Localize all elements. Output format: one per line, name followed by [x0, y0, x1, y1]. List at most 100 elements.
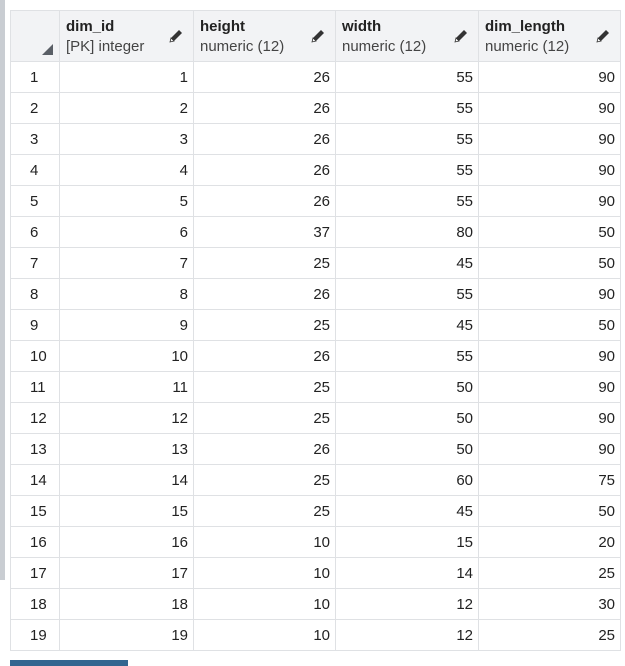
cell-height[interactable]: 26: [193, 185, 336, 217]
left-panel-scrollbar[interactable]: [0, 0, 5, 580]
cell-dim-length[interactable]: 90: [478, 92, 621, 124]
cell-width[interactable]: 50: [335, 402, 479, 434]
cell-dim-id[interactable]: 4: [59, 154, 194, 186]
row-number[interactable]: 17: [10, 557, 60, 589]
cell-dim-length[interactable]: 50: [478, 216, 621, 248]
table-row[interactable]: 18 18 10 12 30: [10, 588, 621, 620]
table-row[interactable]: 11 11 25 50 90: [10, 371, 621, 403]
table-row[interactable]: 12 12 25 50 90: [10, 402, 621, 434]
column-header-dim-id[interactable]: dim_id [PK] integer: [59, 10, 194, 62]
cell-dim-length[interactable]: 75: [478, 464, 621, 496]
cell-dim-length[interactable]: 50: [478, 247, 621, 279]
row-number[interactable]: 7: [10, 247, 60, 279]
cell-height[interactable]: 25: [193, 247, 336, 279]
cell-width[interactable]: 45: [335, 495, 479, 527]
table-row[interactable]: 5 5 26 55 90: [10, 185, 621, 217]
row-number[interactable]: 10: [10, 340, 60, 372]
cell-dim-id[interactable]: 6: [59, 216, 194, 248]
row-number[interactable]: 5: [10, 185, 60, 217]
table-row[interactable]: 6 6 37 80 50: [10, 216, 621, 248]
cell-width[interactable]: 55: [335, 185, 479, 217]
cell-width[interactable]: 55: [335, 123, 479, 155]
cell-width[interactable]: 55: [335, 61, 479, 93]
pencil-icon[interactable]: [595, 28, 611, 44]
cell-width[interactable]: 45: [335, 247, 479, 279]
row-number[interactable]: 16: [10, 526, 60, 558]
cell-dim-id[interactable]: 18: [59, 588, 194, 620]
table-row[interactable]: 8 8 26 55 90: [10, 278, 621, 310]
horizontal-scrollbar-thumb[interactable]: [10, 660, 128, 666]
cell-width[interactable]: 60: [335, 464, 479, 496]
cell-height[interactable]: 25: [193, 309, 336, 341]
cell-height[interactable]: 25: [193, 371, 336, 403]
cell-height[interactable]: 26: [193, 92, 336, 124]
cell-dim-length[interactable]: 90: [478, 154, 621, 186]
cell-width[interactable]: 45: [335, 309, 479, 341]
column-header-width[interactable]: width numeric (12): [335, 10, 479, 62]
cell-height[interactable]: 26: [193, 433, 336, 465]
row-number[interactable]: 8: [10, 278, 60, 310]
row-number[interactable]: 14: [10, 464, 60, 496]
cell-dim-length[interactable]: 90: [478, 185, 621, 217]
row-number[interactable]: 6: [10, 216, 60, 248]
cell-dim-id[interactable]: 5: [59, 185, 194, 217]
table-row[interactable]: 9 9 25 45 50: [10, 309, 621, 341]
cell-dim-length[interactable]: 50: [478, 495, 621, 527]
cell-width[interactable]: 50: [335, 433, 479, 465]
cell-dim-length[interactable]: 25: [478, 557, 621, 589]
pencil-icon[interactable]: [453, 28, 469, 44]
cell-height[interactable]: 26: [193, 278, 336, 310]
cell-width[interactable]: 55: [335, 154, 479, 186]
cell-dim-length[interactable]: 90: [478, 433, 621, 465]
cell-dim-length[interactable]: 90: [478, 278, 621, 310]
row-number[interactable]: 12: [10, 402, 60, 434]
cell-dim-id[interactable]: 7: [59, 247, 194, 279]
table-row[interactable]: 7 7 25 45 50: [10, 247, 621, 279]
cell-height[interactable]: 10: [193, 526, 336, 558]
column-header-dim-length[interactable]: dim_length numeric (12): [478, 10, 621, 62]
cell-width[interactable]: 80: [335, 216, 479, 248]
row-number[interactable]: 3: [10, 123, 60, 155]
cell-height[interactable]: 26: [193, 123, 336, 155]
cell-dim-id[interactable]: 11: [59, 371, 194, 403]
cell-dim-id[interactable]: 8: [59, 278, 194, 310]
table-row[interactable]: 4 4 26 55 90: [10, 154, 621, 186]
table-row[interactable]: 1 1 26 55 90: [10, 61, 621, 93]
cell-dim-length[interactable]: 50: [478, 309, 621, 341]
cell-width[interactable]: 14: [335, 557, 479, 589]
pencil-icon[interactable]: [310, 28, 326, 44]
cell-dim-length[interactable]: 90: [478, 61, 621, 93]
cell-height[interactable]: 26: [193, 154, 336, 186]
cell-height[interactable]: 10: [193, 588, 336, 620]
table-row[interactable]: 15 15 25 45 50: [10, 495, 621, 527]
row-number[interactable]: 2: [10, 92, 60, 124]
cell-height[interactable]: 10: [193, 557, 336, 589]
row-number[interactable]: 11: [10, 371, 60, 403]
cell-height[interactable]: 26: [193, 340, 336, 372]
cell-dim-length[interactable]: 90: [478, 340, 621, 372]
select-all-triangle-icon[interactable]: [42, 44, 53, 55]
cell-width[interactable]: 55: [335, 278, 479, 310]
table-row[interactable]: 2 2 26 55 90: [10, 92, 621, 124]
cell-dim-length[interactable]: 30: [478, 588, 621, 620]
table-row[interactable]: 16 16 10 15 20: [10, 526, 621, 558]
cell-dim-length[interactable]: 25: [478, 619, 621, 651]
cell-dim-length[interactable]: 20: [478, 526, 621, 558]
cell-height[interactable]: 25: [193, 402, 336, 434]
cell-dim-length[interactable]: 90: [478, 371, 621, 403]
row-number[interactable]: 13: [10, 433, 60, 465]
pencil-icon[interactable]: [168, 28, 184, 44]
cell-height[interactable]: 37: [193, 216, 336, 248]
column-header-height[interactable]: height numeric (12): [193, 10, 336, 62]
cell-dim-id[interactable]: 14: [59, 464, 194, 496]
cell-width[interactable]: 12: [335, 588, 479, 620]
cell-dim-length[interactable]: 90: [478, 402, 621, 434]
row-number[interactable]: 19: [10, 619, 60, 651]
cell-dim-id[interactable]: 2: [59, 92, 194, 124]
cell-dim-id[interactable]: 19: [59, 619, 194, 651]
cell-dim-id[interactable]: 3: [59, 123, 194, 155]
cell-dim-id[interactable]: 13: [59, 433, 194, 465]
select-all-corner[interactable]: [10, 10, 60, 62]
cell-height[interactable]: 25: [193, 464, 336, 496]
cell-dim-id[interactable]: 12: [59, 402, 194, 434]
